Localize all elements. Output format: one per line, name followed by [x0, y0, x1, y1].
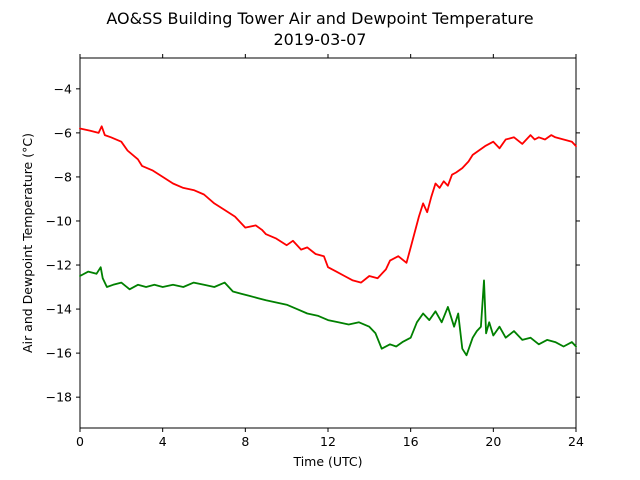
y-tick-label: −6	[54, 125, 72, 140]
plot-area: 0 4 8 12 16 20 24 −4 −6 −8 −10 −12 −14 −16 −18	[46, 54, 584, 449]
y-tick-label: −10	[46, 213, 72, 228]
y-axis-ticks: −4 −6 −8 −10 −12 −14 −16 −18	[46, 81, 580, 405]
x-axis-ticks: 0 4 8 12 16 20 24	[76, 54, 584, 449]
series-group	[79, 125, 577, 357]
chart-title: AO&SS Building Tower Air and Dewpoint Te…	[106, 9, 533, 28]
y-tick-label: −8	[54, 169, 72, 184]
y-axis-label: Air and Dewpoint Temperature (°C)	[20, 133, 35, 353]
x-tick-label: 12	[320, 434, 336, 449]
x-tick-label: 4	[159, 434, 167, 449]
series-line-0	[79, 125, 577, 284]
series-line-1	[79, 266, 577, 357]
y-tick-label: −16	[46, 346, 72, 361]
y-tick-label: −18	[46, 390, 72, 405]
y-tick-label: −4	[54, 81, 72, 96]
x-tick-label: 16	[403, 434, 419, 449]
y-tick-label: −14	[46, 302, 72, 317]
x-tick-label: 20	[485, 434, 501, 449]
x-tick-label: 24	[568, 434, 584, 449]
x-tick-label: 0	[76, 434, 84, 449]
y-tick-label: −12	[46, 258, 72, 273]
x-axis-label: Time (UTC)	[292, 454, 362, 469]
x-tick-label: 8	[241, 434, 249, 449]
chart-subtitle: 2019-03-07	[274, 30, 367, 49]
